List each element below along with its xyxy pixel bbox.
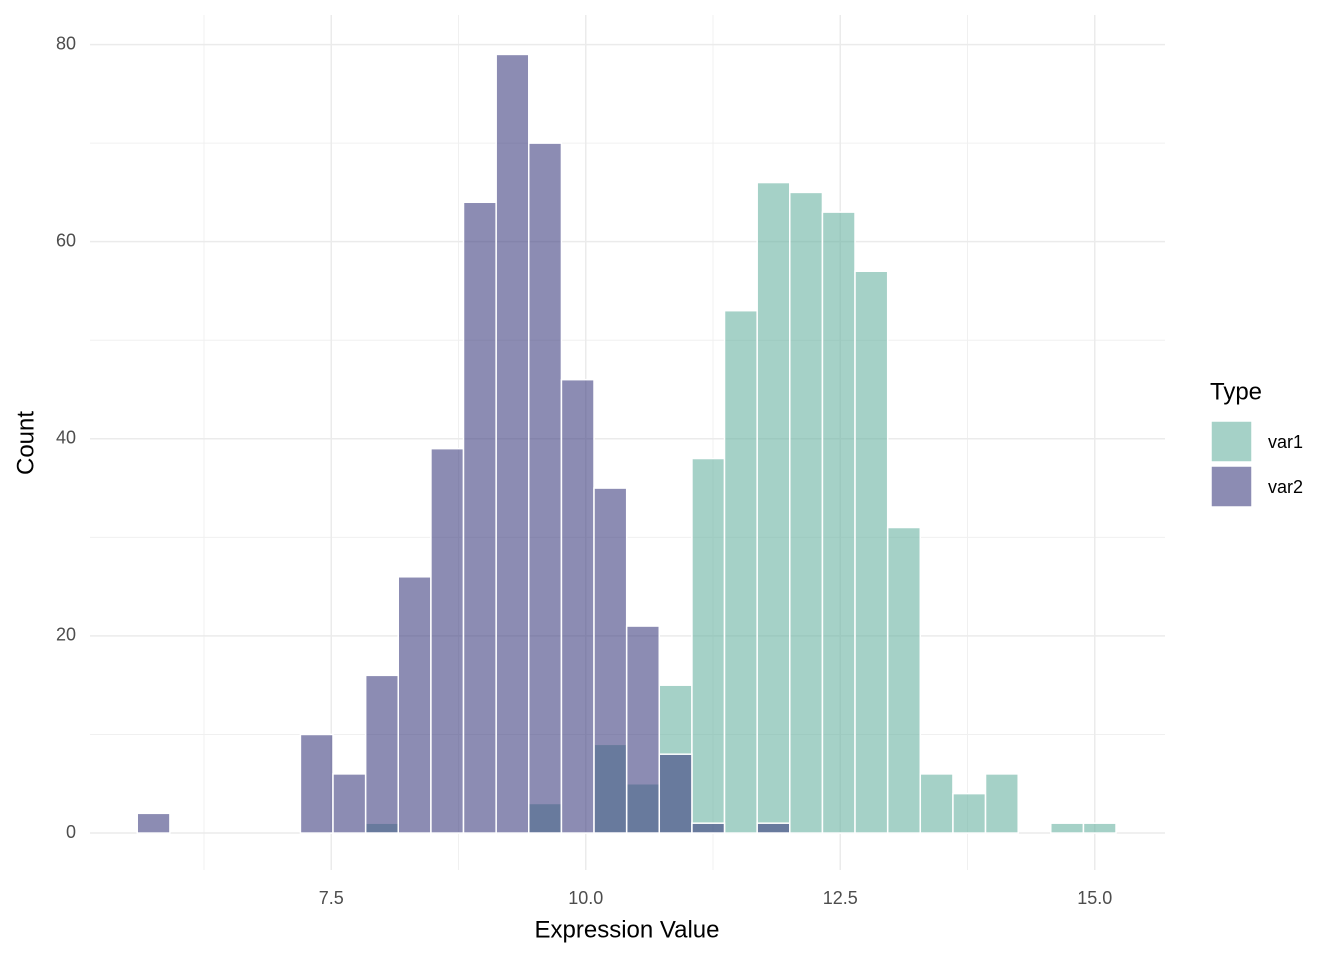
bar: [658, 753, 693, 834]
bar: [397, 576, 432, 834]
legend-key: [1210, 420, 1253, 463]
bar: [723, 309, 758, 834]
x-tick-label: 10.0: [568, 888, 603, 908]
x-tick-label: 7.5: [319, 888, 344, 908]
bar: [886, 526, 922, 834]
bar: [462, 201, 497, 834]
legend-label: var2: [1268, 477, 1303, 497]
bar: [984, 773, 1019, 834]
bar: [625, 625, 661, 834]
y-tick-label: 20: [56, 625, 76, 645]
bar: [299, 733, 334, 834]
bar: [1050, 822, 1085, 834]
x-tick-label: 12.5: [823, 888, 858, 908]
bars: [136, 53, 1117, 834]
bar: [528, 142, 563, 834]
bar: [919, 773, 954, 834]
bar: [821, 211, 856, 834]
bar: [332, 773, 367, 834]
y-tick-label: 0: [66, 822, 76, 842]
x-tick-label: 15.0: [1077, 888, 1112, 908]
legend-label: var1: [1268, 432, 1303, 452]
y-axis-title: Count: [12, 411, 39, 475]
bar: [952, 792, 987, 834]
bar: [691, 822, 726, 834]
bar: [1082, 822, 1117, 834]
bar: [691, 457, 726, 834]
bar: [364, 674, 399, 834]
bar: [560, 378, 595, 834]
bar: [593, 487, 628, 834]
bar: [136, 812, 171, 834]
bar: [756, 822, 791, 834]
x-axis-title: Expression Value: [535, 916, 720, 943]
y-tick-label: 80: [56, 33, 76, 53]
y-tick-label: 60: [56, 230, 76, 250]
legend-title: Type: [1210, 378, 1262, 405]
grid: [90, 15, 1165, 870]
bar: [756, 181, 791, 834]
legend-key: [1210, 465, 1253, 508]
bar: [789, 191, 824, 834]
bar: [854, 270, 889, 834]
bar: [430, 447, 465, 834]
y-tick-label: 40: [56, 428, 76, 448]
bar: [495, 53, 530, 834]
